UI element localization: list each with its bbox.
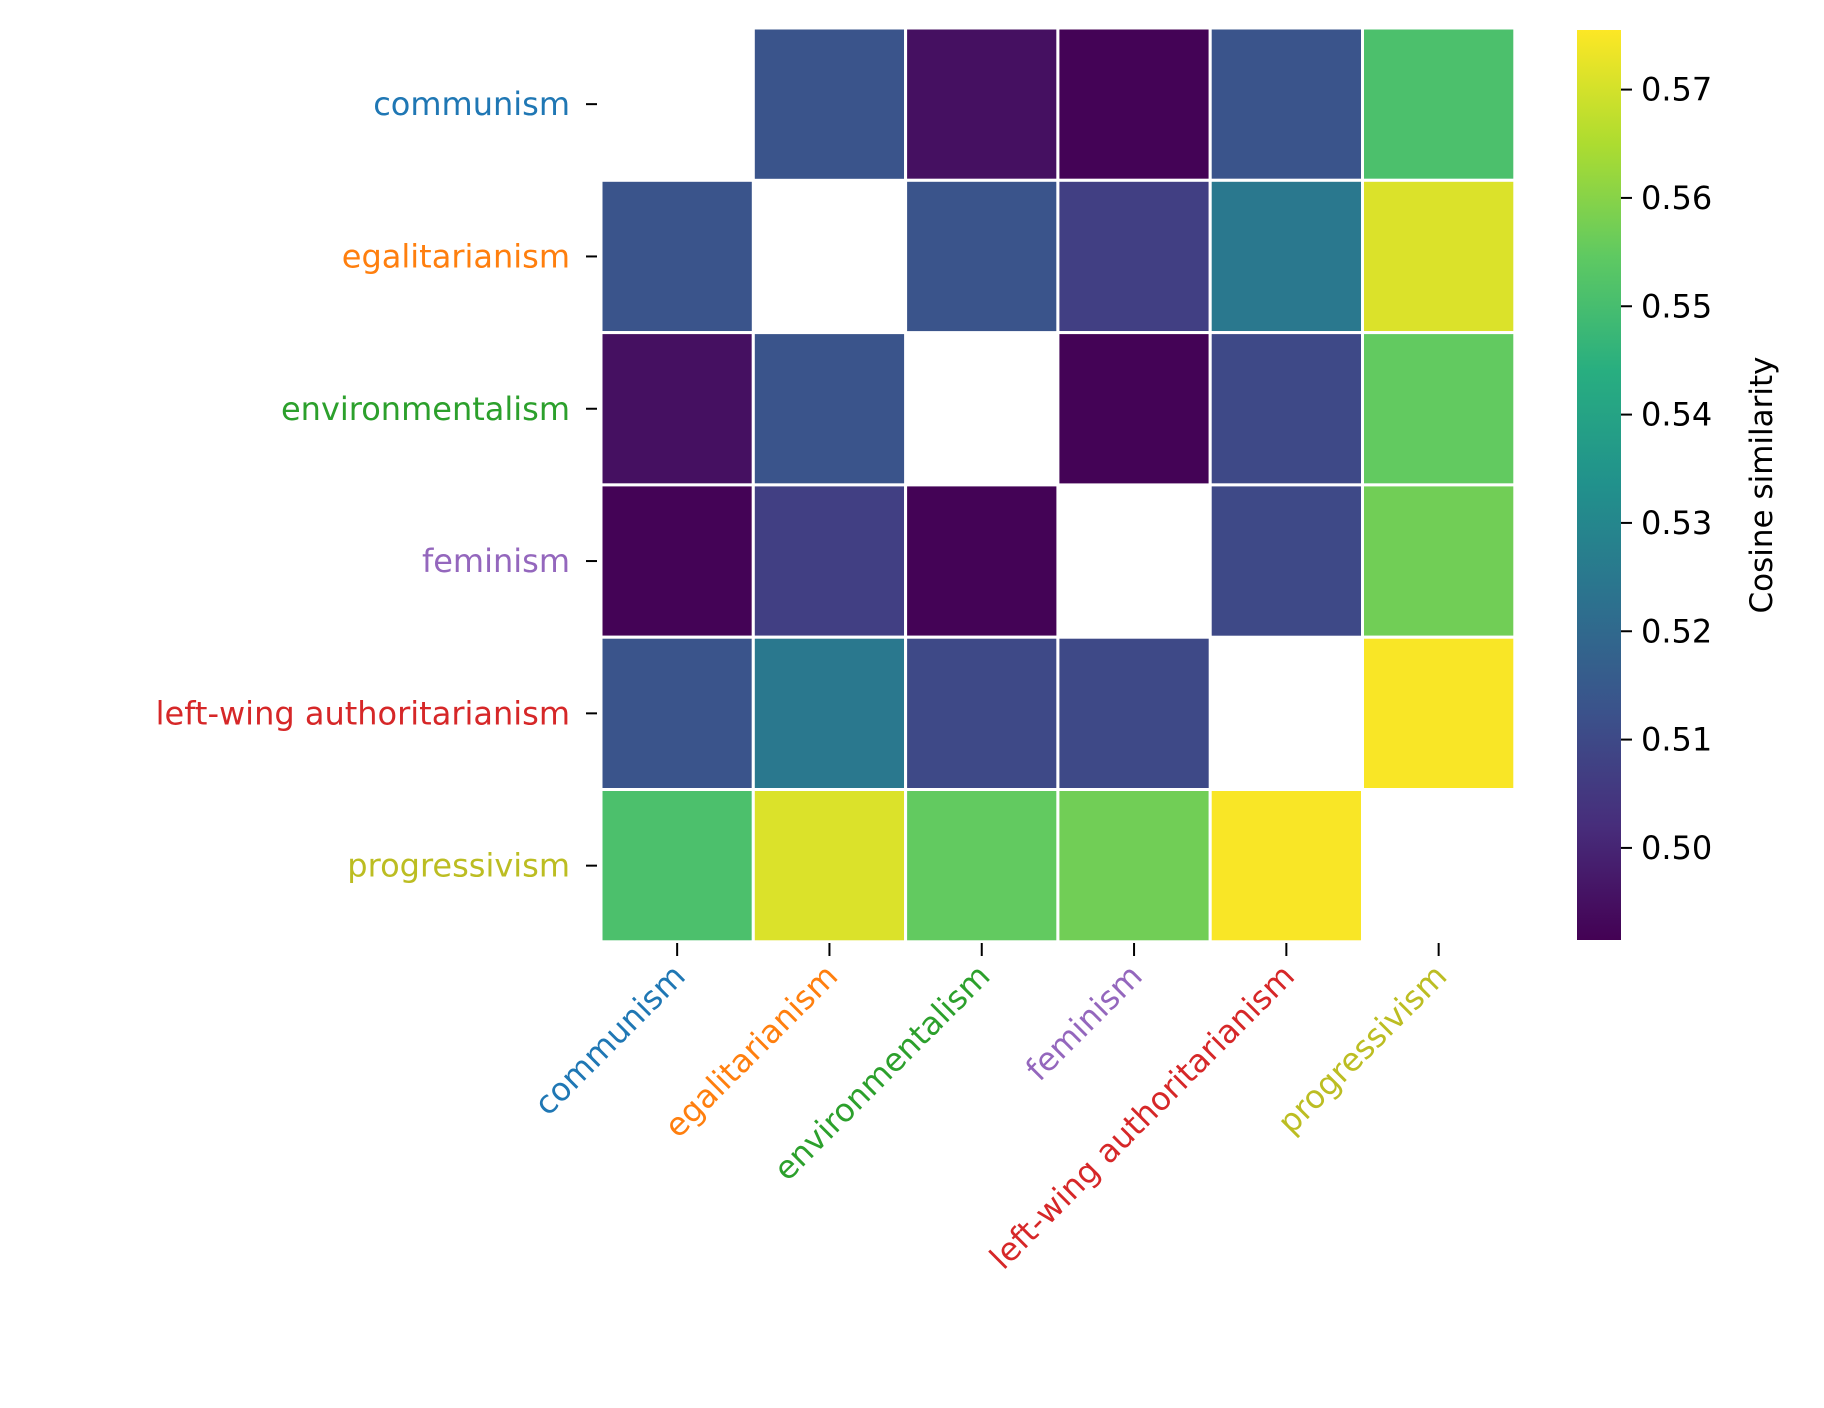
row-label: feminism xyxy=(422,542,570,580)
colorbar-label: Cosine similarity xyxy=(1744,357,1780,614)
colorbar-tick-label: 0.53 xyxy=(1641,504,1712,542)
colorbar-tick-label: 0.50 xyxy=(1641,829,1712,867)
colorbar: 0.50 0.51 0.52 0.53 0.54 0.55 0.56 0.57 Cosine … xyxy=(1577,30,1780,940)
heatmap-cell xyxy=(599,788,755,944)
heatmap-cell xyxy=(904,635,1060,792)
colorbar-tick-label: 0.52 xyxy=(1641,612,1712,650)
colorbar-tick-label: 0.54 xyxy=(1641,396,1712,434)
heatmap-cell xyxy=(599,178,755,335)
colorbar-tick-label: 0.55 xyxy=(1641,287,1712,325)
heatmap-cell xyxy=(904,178,1060,335)
column-label: feminism xyxy=(1018,957,1150,1089)
heatmap-cell xyxy=(599,635,755,792)
heatmap-cell xyxy=(751,26,908,182)
heatmap-cell xyxy=(751,635,908,792)
heatmap-cells xyxy=(599,26,1517,944)
row-label: environmentalism xyxy=(281,390,570,428)
heatmap-cell xyxy=(1361,26,1517,182)
colorbar-ticks: 0.50 0.51 0.52 0.53 0.54 0.55 0.56 0.57 xyxy=(1621,71,1712,867)
heatmap-cell xyxy=(1056,788,1212,944)
colorbar-tick-label: 0.51 xyxy=(1641,721,1712,759)
heatmap-cell xyxy=(599,331,755,487)
row-label: communism xyxy=(373,85,570,123)
heatmap-cell xyxy=(751,331,908,487)
heatmap-cell xyxy=(599,483,755,639)
column-label: left-wing authoritarianism xyxy=(982,957,1302,1277)
heatmap-cell xyxy=(1056,26,1212,182)
heatmap-cell xyxy=(1361,331,1517,487)
heatmap-cell xyxy=(751,788,908,944)
heatmap-cell xyxy=(904,788,1060,944)
heatmap-cell xyxy=(1056,331,1212,487)
heatmap-cell xyxy=(1208,178,1364,335)
heatmap-cell xyxy=(1208,331,1364,487)
heatmap-cell xyxy=(1056,635,1212,792)
colorbar-tick-label: 0.56 xyxy=(1641,179,1712,217)
colorbar-tick-label: 0.57 xyxy=(1641,71,1712,109)
heatmap-cell xyxy=(1361,483,1517,639)
row-label: egalitarianism xyxy=(342,237,570,275)
heatmap-cell xyxy=(1208,788,1364,944)
column-label: communism xyxy=(527,957,693,1123)
row-label: progressivism xyxy=(347,847,570,885)
heatmap-cell xyxy=(1361,635,1517,792)
row-axis: communism egalitarianism environmentalism f… xyxy=(156,85,597,885)
heatmap-cell xyxy=(1208,483,1364,639)
heatmap-cell xyxy=(1208,26,1364,182)
heatmap-cell xyxy=(1056,178,1212,335)
heatmap-cell xyxy=(1361,178,1517,335)
heatmap-cell xyxy=(904,26,1060,182)
row-label: left-wing authoritarianism xyxy=(156,694,570,732)
heatmap-cell xyxy=(751,483,908,639)
heatmap-cell xyxy=(904,483,1060,639)
colorbar-gradient xyxy=(1577,30,1621,940)
